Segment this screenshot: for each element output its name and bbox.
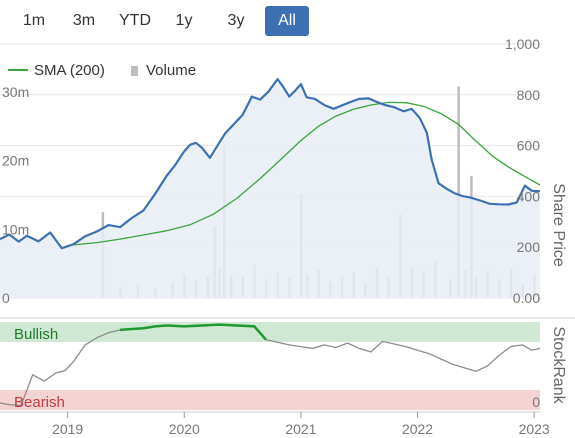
legend: SMA (200) Volume <box>8 62 196 79</box>
stockrank-tick-label: 0 <box>532 394 540 410</box>
volume-tick-label: 20m <box>2 153 29 169</box>
x-tick-label: 2019 <box>52 421 83 437</box>
legend-volume-swatch <box>131 66 138 76</box>
x-tick-label: 2023 <box>519 421 550 437</box>
x-tick-label: 2020 <box>169 421 200 437</box>
price-tick-label: 1,000 <box>505 36 540 52</box>
sma-200-line <box>73 101 541 246</box>
range-button-3y[interactable]: 3y <box>227 12 245 29</box>
x-tick-label: 2022 <box>402 421 433 437</box>
stockrank-bullish-segment <box>120 323 267 341</box>
price-tick-label: 400 <box>517 188 541 204</box>
volume-tick-label: 0 <box>2 290 10 306</box>
volume-tick-label: 30m <box>2 84 29 100</box>
bullish-band <box>0 322 540 342</box>
price-series <box>0 78 541 298</box>
range-button-3m[interactable]: 3m <box>72 12 96 29</box>
price-area <box>0 79 540 298</box>
bullish-label: Bullish <box>14 326 58 343</box>
x-tick-label: 2021 <box>285 421 316 437</box>
volume-tick-label: 10m <box>2 221 29 237</box>
range-button-1m[interactable]: 1m <box>22 12 46 29</box>
price-tick-label: 0.00 <box>513 290 540 306</box>
range-selector: 1m 3m YTD 1y 3y All <box>0 4 330 36</box>
volume-bar <box>457 86 460 298</box>
range-button-all[interactable]: All <box>265 6 309 36</box>
legend-volume-label: Volume <box>146 62 196 79</box>
price-tick-label: 200 <box>517 239 541 255</box>
price-axis-title: Share Price <box>550 183 567 267</box>
stockrank-axis-title: StockRank <box>550 326 567 404</box>
range-button-ytd[interactable]: YTD <box>119 12 151 29</box>
legend-sma-label: SMA (200) <box>34 62 105 79</box>
stockrank-panel <box>0 323 541 407</box>
price-tick-label: 600 <box>517 138 541 154</box>
stockrank-line <box>0 323 541 407</box>
bearish-label: Bearish <box>14 394 65 411</box>
axes-layer: 1,000 800 600 400 200 0.00 30m 20m 10m 0 0 2019 2020… <box>2 36 550 437</box>
range-button-1y[interactable]: 1y <box>175 12 193 29</box>
price-tick-label: 800 <box>517 87 541 103</box>
bearish-band <box>0 390 540 410</box>
price-line <box>0 78 541 250</box>
